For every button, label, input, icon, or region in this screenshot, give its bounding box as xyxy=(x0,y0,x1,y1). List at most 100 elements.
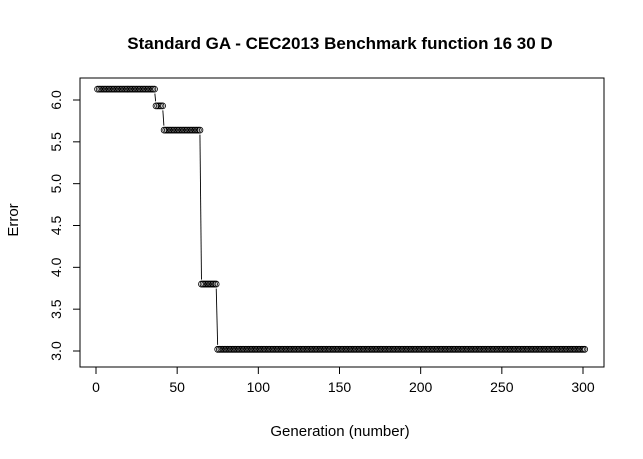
data-point xyxy=(459,345,467,353)
data-point xyxy=(491,345,499,353)
data-point xyxy=(155,102,163,110)
data-point xyxy=(366,345,374,353)
data-point xyxy=(493,345,501,353)
data-point xyxy=(561,345,569,353)
data-point xyxy=(577,345,585,353)
data-point xyxy=(552,345,559,353)
data-point xyxy=(108,85,116,93)
data-point xyxy=(224,345,231,353)
data-point xyxy=(449,345,457,353)
data-point xyxy=(568,345,576,353)
data-point xyxy=(258,345,265,353)
data-point xyxy=(285,345,293,353)
data-point xyxy=(339,345,347,353)
data-point xyxy=(386,345,394,353)
data-point xyxy=(357,345,365,353)
data-point xyxy=(120,85,127,93)
data-point xyxy=(404,345,412,353)
data-point xyxy=(477,345,485,353)
data-point xyxy=(516,345,524,353)
data-point xyxy=(319,345,327,353)
data-point xyxy=(397,345,405,353)
data-point xyxy=(327,345,335,353)
data-point xyxy=(199,280,207,288)
data-point xyxy=(280,345,288,353)
data-point xyxy=(431,345,439,353)
data-point xyxy=(353,345,361,353)
data-point xyxy=(350,345,358,353)
data-point xyxy=(430,345,438,353)
data-point xyxy=(427,345,434,353)
data-point xyxy=(314,345,322,353)
data-point xyxy=(217,345,225,353)
data-point xyxy=(443,345,451,353)
data-point xyxy=(206,280,214,288)
data-point xyxy=(464,345,472,353)
data-point xyxy=(389,345,397,353)
data-point xyxy=(441,345,449,353)
data-point xyxy=(256,345,264,353)
plot-frame xyxy=(79,77,605,368)
data-point xyxy=(276,345,283,353)
data-point xyxy=(250,345,257,353)
data-point xyxy=(342,345,350,353)
data-point xyxy=(123,85,131,93)
x-axis-label: Generation (number) xyxy=(270,423,409,440)
data-point xyxy=(368,345,376,353)
data-point xyxy=(167,126,175,134)
data-point xyxy=(209,280,217,288)
data-point xyxy=(334,345,342,353)
data-point xyxy=(300,345,308,353)
data-point xyxy=(165,126,173,134)
data-point xyxy=(287,345,295,353)
data-point xyxy=(115,85,123,93)
data-point xyxy=(204,280,212,288)
data-point xyxy=(467,345,475,353)
data-point xyxy=(133,85,140,93)
data-point xyxy=(435,345,442,353)
data-point xyxy=(329,345,337,353)
data-point xyxy=(448,345,455,353)
data-point xyxy=(454,345,462,353)
data-point xyxy=(332,345,340,353)
data-point xyxy=(188,126,196,134)
data-point xyxy=(94,85,102,93)
data-point xyxy=(237,345,244,353)
data-point xyxy=(566,345,574,353)
data-point xyxy=(142,85,150,93)
data-point xyxy=(232,345,240,353)
data-point xyxy=(563,345,571,353)
data-point xyxy=(149,85,157,93)
data-point xyxy=(399,345,407,353)
series-line xyxy=(154,93,157,102)
data-point xyxy=(532,345,540,353)
data-point xyxy=(191,126,199,134)
data-point xyxy=(337,345,345,353)
data-point xyxy=(446,345,454,353)
data-point xyxy=(537,345,545,353)
data-point xyxy=(254,345,262,353)
data-point xyxy=(95,85,103,93)
data-point xyxy=(340,345,348,353)
data-point xyxy=(539,345,546,353)
data-point xyxy=(241,345,249,353)
data-point xyxy=(482,345,490,353)
data-point xyxy=(360,345,368,353)
data-point xyxy=(488,345,496,353)
data-point xyxy=(181,126,189,134)
data-point xyxy=(417,345,425,353)
data-point xyxy=(540,345,548,353)
chart-title: Standard GA - CEC2013 Benchmark function… xyxy=(127,34,552,53)
data-point xyxy=(271,345,278,353)
data-point xyxy=(138,85,145,93)
y-tick-label: 4.5 xyxy=(48,216,64,236)
data-point xyxy=(474,345,481,353)
data-point xyxy=(513,345,520,353)
data-point xyxy=(490,345,498,353)
data-point xyxy=(485,345,493,353)
data-point xyxy=(107,85,115,93)
data-point xyxy=(295,345,303,353)
data-point xyxy=(550,345,558,353)
data-point xyxy=(378,345,386,353)
